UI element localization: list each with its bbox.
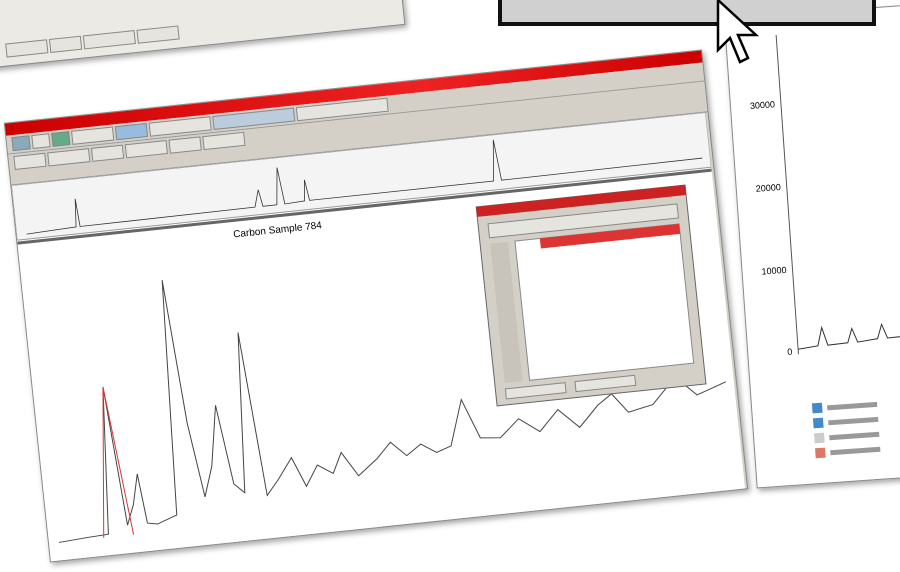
plot-area: Carbon Sample 784: [11, 112, 745, 561]
screenshot: Carbon Sample 784 30000 20000 10000 0: [0, 0, 900, 572]
side-trace: [797, 319, 900, 349]
mouse-cursor: [708, 0, 768, 70]
plot-title: Carbon Sample 784: [233, 220, 323, 240]
y-axis-label: 10000: [761, 265, 787, 277]
y-axis-label: 0: [787, 347, 793, 357]
main-window: Carbon Sample 784: [4, 50, 748, 563]
legend: [812, 399, 881, 458]
side-plot: 30000 20000 10000 0: [725, 5, 900, 488]
highlight-peak: [88, 385, 134, 537]
y-axis: [776, 35, 798, 354]
button[interactable]: [498, 0, 876, 26]
y-axis-label: 20000: [755, 182, 781, 194]
y-axis-label: 30000: [750, 99, 776, 111]
side-window: 30000 20000 10000 0: [724, 4, 900, 489]
background-window: [0, 0, 405, 69]
dialog: [476, 185, 706, 406]
